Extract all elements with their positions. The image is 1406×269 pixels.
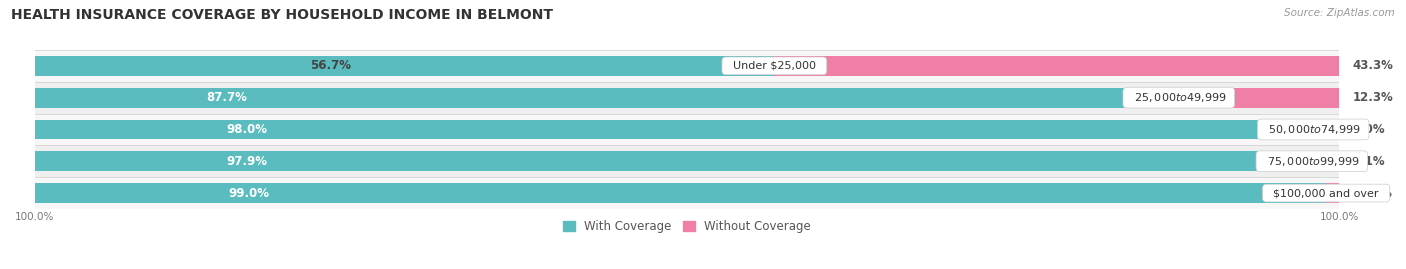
Legend: With Coverage, Without Coverage: With Coverage, Without Coverage [558,215,815,238]
Text: Source: ZipAtlas.com: Source: ZipAtlas.com [1284,8,1395,18]
Text: 43.3%: 43.3% [1353,59,1393,72]
Bar [35,114,1340,145]
Text: 2.1%: 2.1% [1353,155,1385,168]
Bar [35,88,1178,108]
Text: 0.97%: 0.97% [1353,187,1393,200]
Text: 56.7%: 56.7% [311,59,352,72]
Text: 2.0%: 2.0% [1353,123,1385,136]
Bar [35,120,1313,139]
Text: 12.3%: 12.3% [1353,91,1393,104]
Bar [1313,120,1340,139]
Text: $25,000 to $49,999: $25,000 to $49,999 [1126,91,1230,104]
Bar [35,50,1340,82]
Bar [1312,151,1340,171]
Bar [1178,88,1340,108]
Bar [35,183,1326,203]
Text: $100,000 and over: $100,000 and over [1267,188,1386,198]
Bar [1326,183,1339,203]
Bar [35,177,1340,209]
Bar [35,145,1340,177]
Bar [35,82,1340,114]
Text: 98.0%: 98.0% [226,123,267,136]
Bar [35,151,1312,171]
Text: $75,000 to $99,999: $75,000 to $99,999 [1260,155,1364,168]
Bar [775,56,1340,76]
Text: Under $25,000: Under $25,000 [725,61,823,71]
Text: HEALTH INSURANCE COVERAGE BY HOUSEHOLD INCOME IN BELMONT: HEALTH INSURANCE COVERAGE BY HOUSEHOLD I… [11,8,553,22]
Bar [35,56,775,76]
Text: 99.0%: 99.0% [228,187,270,200]
Text: 87.7%: 87.7% [207,91,247,104]
Text: $50,000 to $74,999: $50,000 to $74,999 [1261,123,1365,136]
Text: 97.9%: 97.9% [226,155,267,168]
